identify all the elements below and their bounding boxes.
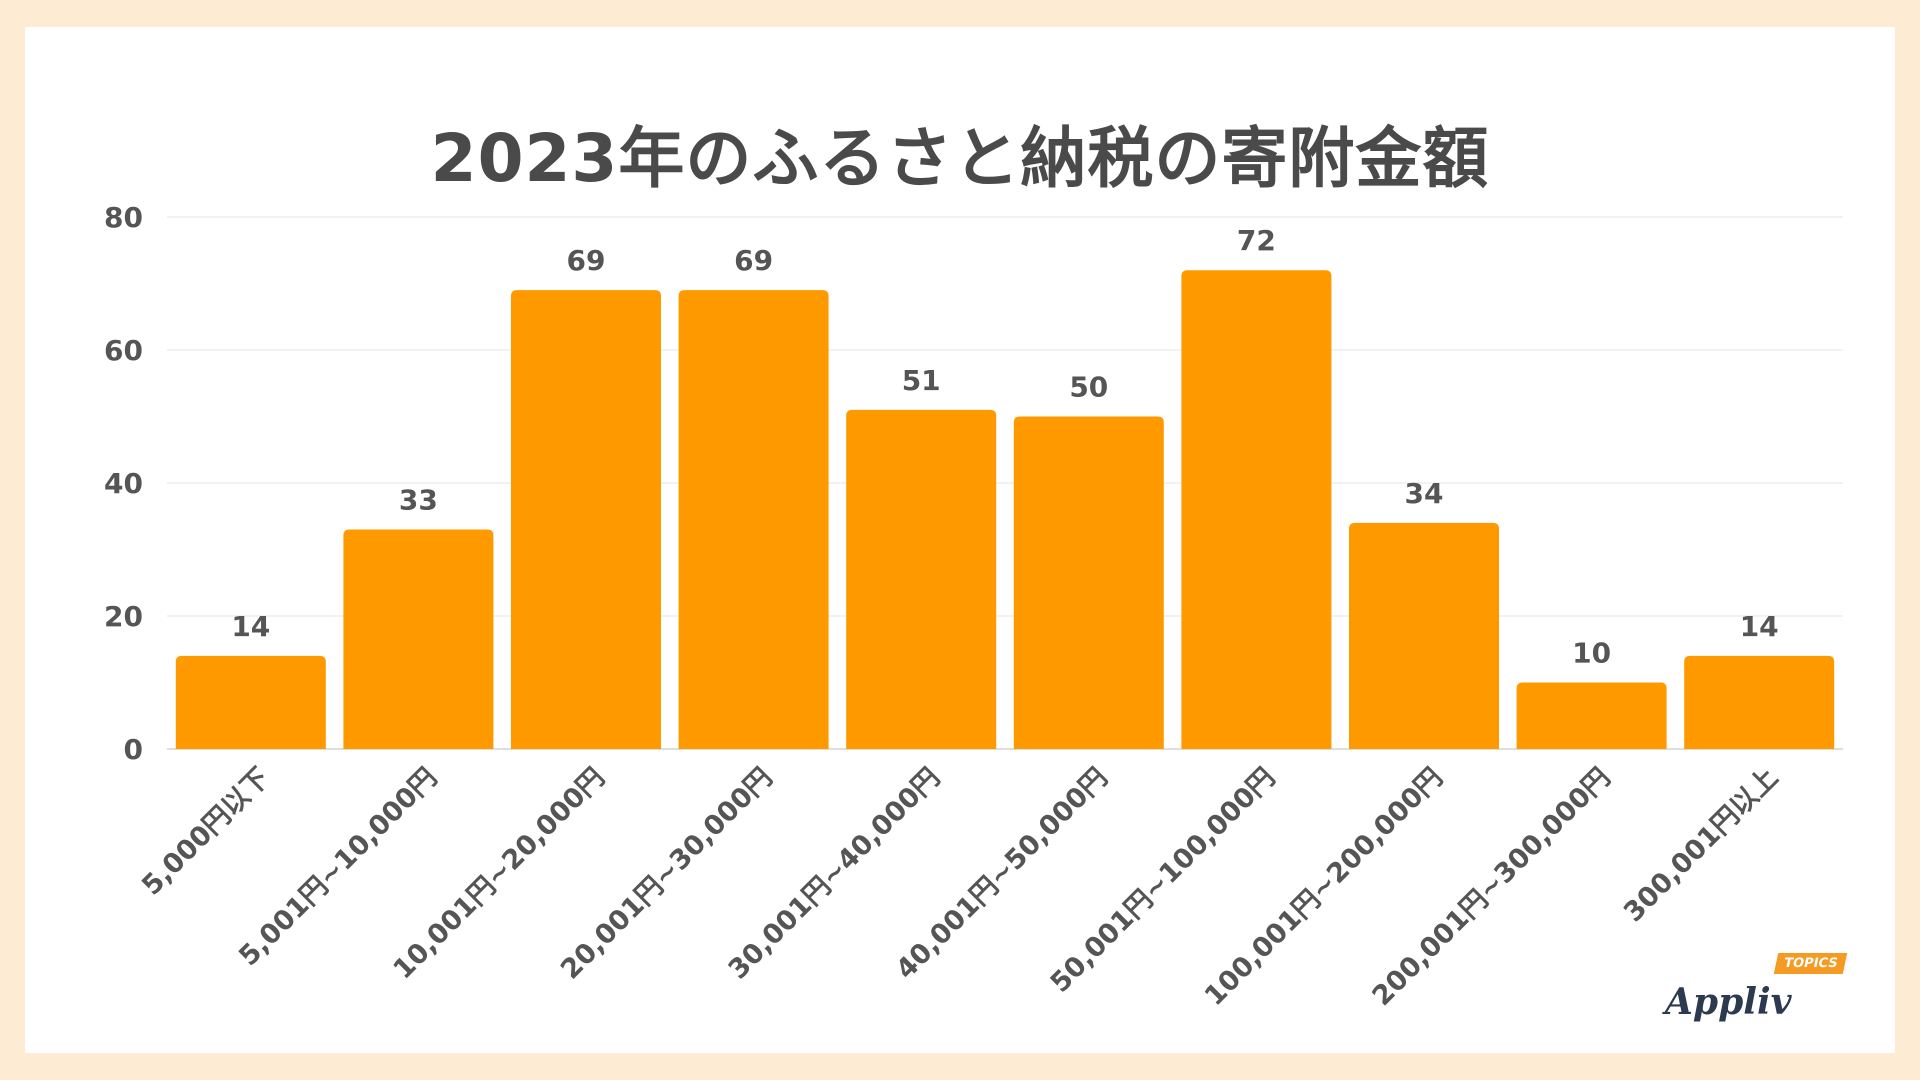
bar: [1684, 655, 1835, 749]
data-label: 50: [1069, 371, 1108, 404]
x-axis-ticks: 5,000円以下5,001円~10,000円10,001円~20,000円20,…: [136, 762, 1784, 1012]
data-labels: 14 33 69 69 51 50 72 34 10 14: [231, 224, 1778, 669]
data-label: 10: [1572, 637, 1611, 670]
bar: [175, 655, 326, 749]
x-tick-label: 5,000円以下: [136, 762, 276, 902]
data-label: 69: [734, 244, 773, 277]
data-label: 33: [399, 484, 438, 517]
bar: [343, 529, 494, 749]
y-tick-label: 20: [104, 600, 143, 633]
bar: [678, 290, 829, 749]
brand-logo: TOPICS Appliv: [1665, 953, 1848, 1023]
bar: [1348, 522, 1500, 749]
chart-card: 2023年のふるさと納税の寄附金額 0 20 40 60 80 14 33 69 69 51 50…: [25, 27, 1895, 1053]
data-label: 14: [1740, 610, 1779, 643]
bars: [175, 270, 1835, 749]
logo-text: Appliv: [1665, 981, 1792, 1023]
y-axis-ticks: 0 20 40 60 80: [104, 201, 143, 766]
bar: [1013, 416, 1164, 749]
chart-title: 2023年のふるさと納税の寄附金額: [430, 120, 1490, 197]
logo-badge: TOPICS: [1773, 953, 1848, 974]
y-tick-label: 0: [124, 733, 143, 766]
data-label: 69: [567, 244, 606, 277]
bar: [846, 409, 997, 749]
y-tick-label: 40: [104, 467, 143, 500]
bar: [1516, 682, 1667, 749]
x-tick-label: 300,001円以上: [1618, 762, 1784, 928]
bar-chart: 0 20 40 60 80 14 33 69 69 51 50 72 34 10 14 5,000円以下5…: [104, 201, 1843, 1012]
data-label: 34: [1405, 477, 1444, 510]
data-label: 72: [1237, 224, 1276, 257]
y-tick-label: 80: [104, 201, 143, 234]
bar: [510, 290, 662, 749]
y-tick-label: 60: [104, 334, 143, 367]
bar: [1181, 270, 1332, 749]
data-label: 51: [902, 364, 941, 397]
data-label: 14: [231, 610, 270, 643]
